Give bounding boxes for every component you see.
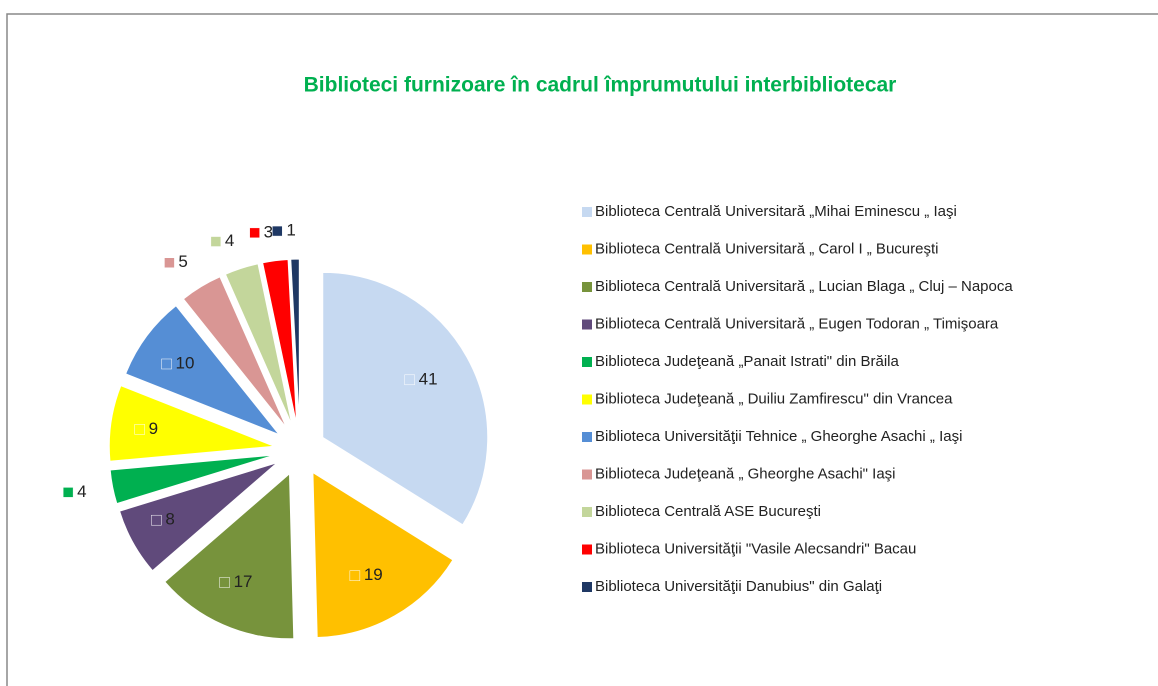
pie-slice	[224, 263, 293, 426]
legend-marker	[582, 469, 592, 480]
label-marker	[404, 374, 415, 386]
legend-marker	[582, 357, 592, 367]
pie-slice	[262, 258, 298, 425]
pie-slice	[322, 271, 489, 526]
data-label: 1	[286, 221, 295, 240]
label-marker	[219, 577, 230, 588]
label-marker	[272, 225, 283, 237]
legend-marker	[582, 394, 592, 405]
legend-label: Biblioteca Universităţii Tehnice „ Gheor…	[595, 428, 962, 445]
label-marker	[349, 570, 361, 581]
data-label: 19	[364, 565, 383, 584]
data-label: 5	[178, 252, 187, 271]
pie-slice	[109, 454, 275, 505]
label-marker	[134, 424, 145, 435]
frame	[6, 13, 1158, 686]
legend-marker	[582, 244, 592, 255]
label-marker	[249, 227, 260, 239]
pie-slice	[124, 305, 281, 436]
pie-slice	[164, 472, 295, 640]
legend-marker	[582, 319, 592, 330]
legend-marker	[582, 432, 592, 442]
legend-label: Biblioteca Centrală ASE Bucureşti	[595, 503, 821, 520]
legend-marker	[582, 282, 592, 292]
pie-slice	[118, 462, 278, 572]
legend-label: Biblioteca Judeţeană „ Gheorghe Asachi" …	[595, 465, 896, 482]
data-label: 4	[225, 231, 234, 250]
data-label: 17	[234, 572, 253, 591]
pie-slice	[108, 384, 275, 462]
label-marker	[62, 487, 74, 498]
legend-label: Biblioteca Judeţeană „Panait Istrati" di…	[595, 353, 899, 370]
legend-label: Biblioteca Centrală Universitară „ Eugen…	[595, 315, 999, 332]
legend-label: Biblioteca Universităţii Danubius" din G…	[595, 578, 882, 595]
data-label: 4	[77, 482, 86, 501]
label-marker	[151, 514, 162, 526]
legend-label: Biblioteca Universităţii "Vasile Alecsan…	[595, 540, 916, 557]
label-marker	[210, 236, 222, 247]
chart-title: Biblioteci furnizoare în cadrul împrumut…	[304, 74, 897, 97]
data-label: 9	[149, 419, 158, 438]
data-label: 8	[165, 510, 174, 529]
legend-label: Biblioteca Centrală Universitară „Mihai …	[595, 203, 957, 220]
pie-slice	[182, 276, 287, 429]
legend-marker	[582, 507, 592, 517]
label-marker	[161, 358, 172, 370]
legend-label: Biblioteca Judeţeană „ Duiliu Zamfirescu…	[595, 390, 953, 407]
legend-label: Biblioteca Centrală Universitară „ Carol…	[595, 240, 938, 257]
pie-slice	[312, 471, 454, 639]
pie-slice	[290, 258, 300, 425]
legend-marker	[582, 582, 592, 592]
label-marker	[164, 257, 175, 269]
data-label: 10	[176, 353, 195, 372]
legend-label: Biblioteca Centrală Universitară „ Lucia…	[595, 278, 1013, 295]
legend-marker	[582, 544, 592, 555]
data-label: 3	[264, 222, 273, 241]
legend-marker	[582, 207, 592, 217]
data-label: 41	[419, 369, 438, 388]
